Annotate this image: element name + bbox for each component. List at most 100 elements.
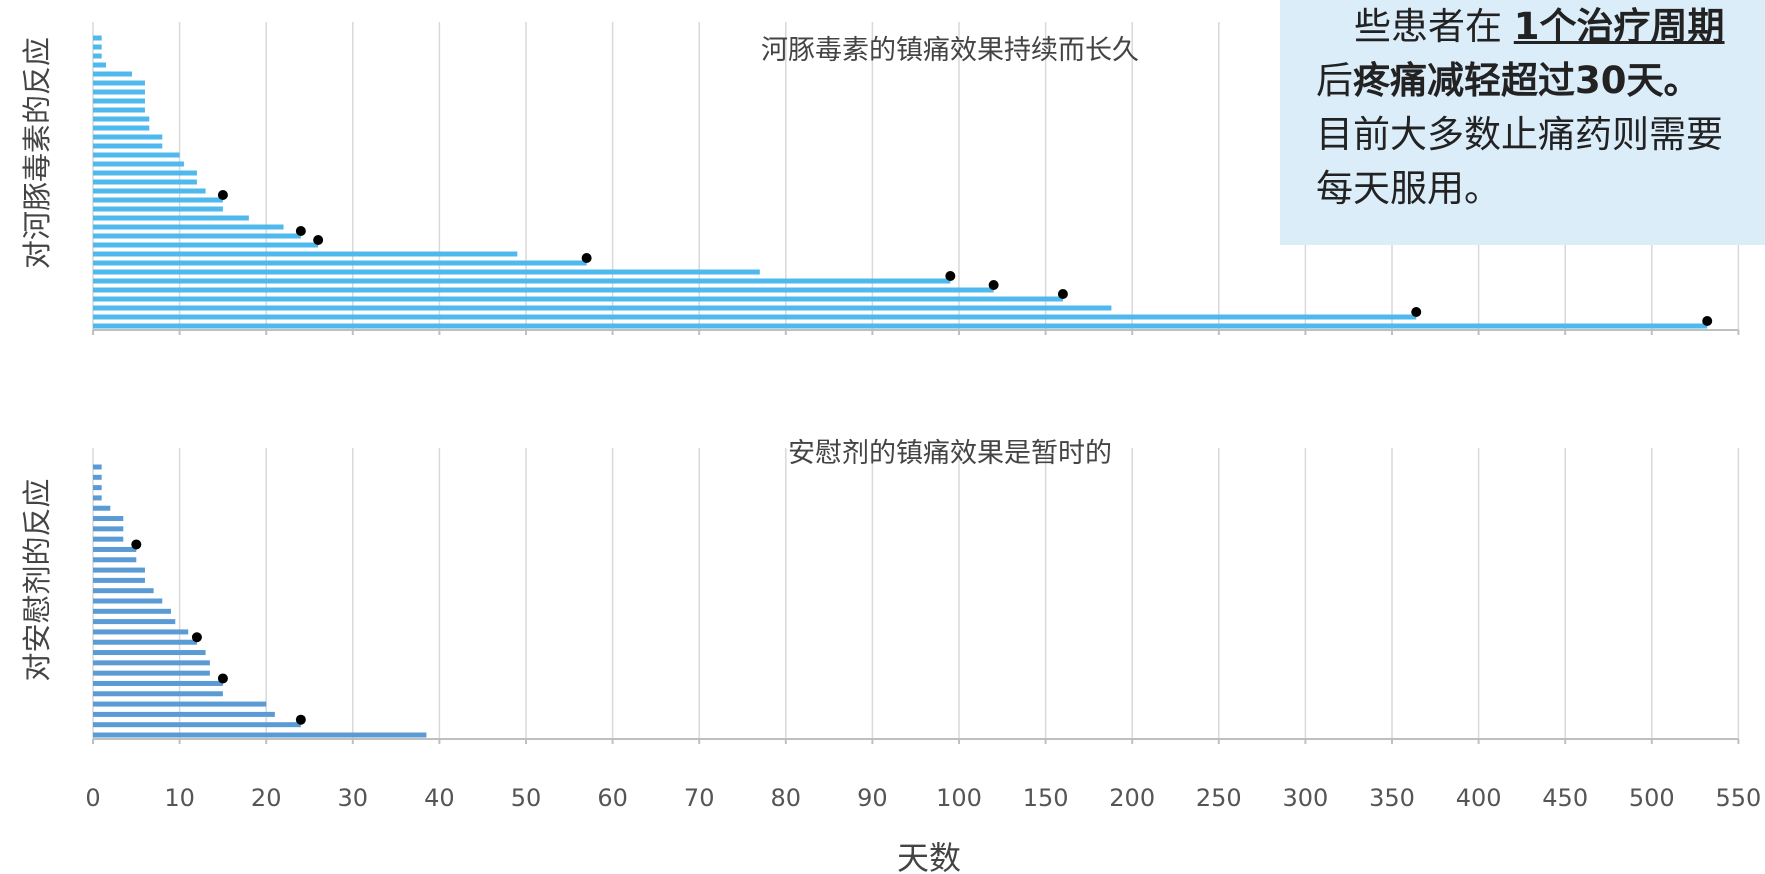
bar-1-24 (93, 711, 275, 717)
bar-1-8 (93, 546, 137, 552)
axis-layer (92, 329, 1740, 744)
bar-0-20 (93, 215, 249, 221)
bar-1-3 (93, 495, 102, 501)
dot-0-6 (1057, 289, 1068, 299)
chart-title-top: 河豚毒素的镇痛效果持续而长久 (761, 35, 1139, 66)
bar-0-26 (93, 269, 760, 275)
bar-1-23 (93, 701, 267, 707)
x-tick-label-150: 150 (1023, 784, 1069, 812)
bar-0-8 (93, 107, 145, 113)
x-tick-label-20: 20 (251, 784, 282, 812)
bar-0-24 (93, 251, 518, 257)
bar-1-18 (93, 650, 206, 656)
bar-1-15 (93, 619, 176, 625)
bar-0-15 (93, 170, 197, 176)
bar-1-13 (93, 598, 163, 604)
x-tick-label-500: 500 (1629, 784, 1675, 812)
bar-0-25 (93, 260, 587, 266)
bar-0-0 (93, 35, 102, 41)
bar-1-2 (93, 485, 102, 491)
x-tick-label-80: 80 (771, 784, 802, 812)
bar-0-5 (93, 80, 145, 86)
bar-1-7 (93, 536, 124, 542)
x-tick-labels: 0 10 20 30 40 50 60 70 80 90 100 150 200 250 300 350 400… (85, 784, 1761, 812)
dot-1-2 (217, 673, 228, 684)
callout-line-3: 目前大多数止痛药则需要 (1316, 113, 1723, 156)
bar-0-21 (93, 224, 284, 230)
callout-line1-prefix: 些患者在 (1354, 5, 1502, 48)
bar-0-13 (93, 152, 180, 158)
bar-0-28 (93, 287, 994, 293)
bar-0-4 (93, 71, 132, 77)
x-tick-label-450: 450 (1542, 784, 1588, 812)
x-tick-label-90: 90 (857, 784, 888, 812)
bar-0-23 (93, 242, 319, 248)
callout-line2-prefix: 后 (1316, 59, 1353, 102)
dot-1-1 (191, 632, 202, 643)
dot-0-4 (945, 271, 956, 281)
bar-1-5 (93, 516, 124, 522)
bar-1-25 (93, 722, 301, 728)
x-tick-label-70: 70 (684, 784, 715, 812)
x-tick-label-100: 100 (936, 784, 982, 812)
bar-1-6 (93, 526, 124, 532)
bar-1-26 (93, 732, 427, 738)
callout-line2-bold: 疼痛减轻超过30天。 (1353, 59, 1701, 102)
bar-1-20 (93, 670, 210, 676)
callout-line-4: 每天服用。 (1316, 167, 1501, 210)
bars-layer (93, 35, 1708, 738)
bar-1-12 (93, 588, 154, 594)
bar-1-19 (93, 660, 210, 666)
callout-line1-underlined: 1个治疗周期 (1513, 5, 1725, 48)
dot-1-3 (295, 714, 306, 725)
callout-line-2: 后疼痛减轻超过30天。 (1316, 54, 1765, 108)
bar-1-10 (93, 567, 145, 573)
bar-0-7 (93, 98, 145, 104)
bar-1-17 (93, 639, 197, 645)
bar-0-9 (93, 116, 150, 122)
bar-1-4 (93, 505, 111, 511)
x-tick-label-40: 40 (424, 784, 455, 812)
x-tick-label-550: 550 (1715, 784, 1761, 812)
dot-0-7 (1411, 307, 1422, 317)
bar-0-1 (93, 44, 102, 50)
x-tick-label-400: 400 (1456, 784, 1502, 812)
bar-0-32 (93, 323, 1708, 329)
bar-0-17 (93, 188, 206, 194)
x-tick-label-250: 250 (1196, 784, 1242, 812)
x-tick-label-30: 30 (338, 784, 369, 812)
bar-1-1 (93, 474, 102, 480)
bar-0-27 (93, 278, 951, 284)
bar-0-12 (93, 143, 163, 149)
bar-0-29 (93, 296, 1063, 302)
grid-layer (92, 22, 1740, 739)
callout-line-1: 些患者在 1个治疗周期 (1316, 0, 1765, 54)
x-tick-label-300: 300 (1282, 784, 1328, 812)
bar-1-0 (93, 464, 102, 470)
dots-layer (131, 190, 1713, 725)
dot-0-3 (581, 253, 592, 263)
bar-0-2 (93, 53, 102, 59)
dot-1-0 (131, 539, 142, 550)
dot-0-1 (295, 226, 306, 236)
y-axis-label-bottom: 对安慰剂的反应 (20, 478, 54, 681)
dot-0-5 (988, 280, 999, 290)
bar-0-3 (93, 62, 106, 68)
bar-1-9 (93, 557, 137, 563)
bar-1-22 (93, 691, 223, 697)
callout-box: 些患者在 1个治疗周期 后疼痛减轻超过30天。 目前大多数止痛药则需要 每天服用… (1280, 0, 1765, 245)
bar-0-14 (93, 161, 184, 167)
bar-0-22 (93, 233, 301, 239)
x-tick-label-10: 10 (164, 784, 195, 812)
x-tick-label-350: 350 (1369, 784, 1415, 812)
bar-1-16 (93, 629, 189, 635)
chart-title-bottom: 安慰剂的镇痛效果是暂时的 (788, 438, 1112, 469)
x-tick-label-60: 60 (597, 784, 628, 812)
bar-0-18 (93, 197, 223, 203)
bar-1-14 (93, 608, 171, 614)
bar-0-31 (93, 314, 1417, 320)
y-axis-label-top: 对河豚毒素的反应 (20, 37, 54, 269)
dot-0-2 (313, 235, 324, 245)
x-axis-label: 天数 (897, 839, 961, 874)
